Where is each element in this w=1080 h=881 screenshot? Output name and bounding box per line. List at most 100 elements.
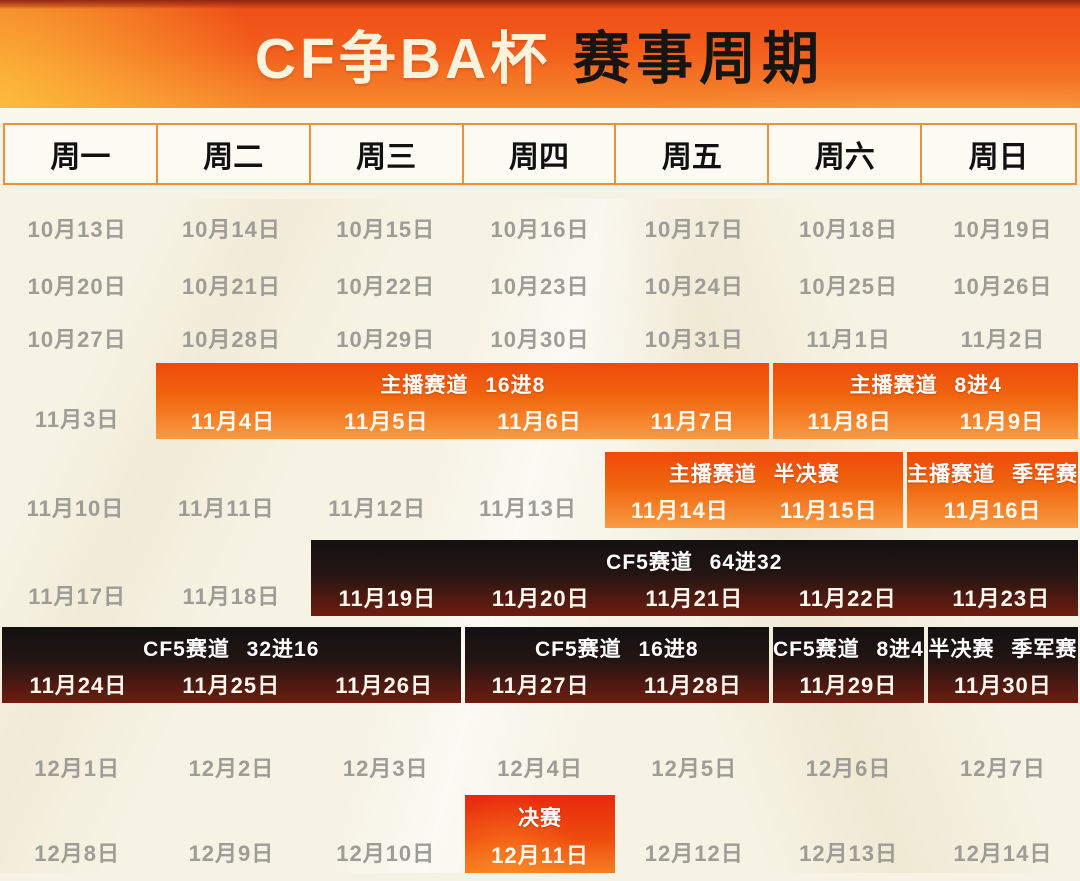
calendar-day: 12月11日 [491, 843, 589, 868]
calendar-week-row: 10月20日 10月21日 10月22日 10月23日 10月24日 10月25日 10月2… [0, 256, 1080, 313]
calendar-day: 12月5日 [617, 739, 771, 795]
calendar-day-label: 10月23日 [490, 273, 590, 299]
calendar-day: 10月29日 [309, 313, 463, 363]
page-header: CF争BA杯 赛事周期 [0, 0, 1080, 108]
calendar-day: 12月1日 [0, 739, 154, 795]
calendar-day-label: 12月8日 [34, 841, 120, 866]
weekday-header-cell: 周四 [464, 125, 617, 183]
stage-band-label: CF5赛道 64进32 [606, 551, 783, 574]
calendar-day: 10月20日 [0, 256, 154, 313]
stage-band: CF5赛道 32进16 11月24日 11月25日 11月26日 [2, 627, 461, 703]
calendar-day-label: 12月7日 [959, 756, 1046, 781]
calendar-day: 11月29日 [799, 673, 898, 698]
calendar-day-label: 12月3日 [342, 756, 429, 781]
stage-band-dates: 11月24日 11月25日 11月26日 [2, 665, 461, 703]
calendar-day: 12月8日 [0, 795, 154, 873]
calendar-day: 11月13日 [453, 452, 604, 528]
weekday-header-cell: 周六 [769, 125, 923, 183]
calendar-day-label: 10月18日 [799, 216, 899, 242]
calendar-day-label: 10月14日 [181, 216, 281, 242]
calendar-day: 11月22日 [798, 586, 897, 611]
calendar-day-label: 12月10日 [336, 841, 436, 866]
calendar-day: 12月2日 [154, 739, 308, 795]
calendar-day-label: 12月2日 [188, 756, 275, 781]
calendar-day: 11月18日 [154, 540, 308, 616]
calendar-day: 11月3日 [0, 363, 154, 439]
header-divider-strip [0, 108, 1080, 123]
calendar-day-label: 11月11日 [178, 496, 275, 521]
calendar-day-label: 11月18日 [182, 584, 281, 609]
stage-band: 半决赛 季军赛 11月30日 [927, 627, 1078, 703]
calendar-day: 10月15日 [309, 199, 463, 256]
calendar-day: 11月4日 [190, 409, 276, 434]
calendar-day-label: 12月13日 [799, 841, 899, 866]
calendar-day: 11月9日 [959, 409, 1045, 434]
calendar-day: 10月27日 [0, 313, 154, 363]
calendar-week-row: 主播赛道 半决赛 11月14日 11月15日 主播赛道 季军赛 11月16日 11月10日… [0, 452, 1080, 528]
stage-band-dates: 11月8日 11月9日 [773, 401, 1078, 439]
calendar-day: 12月3日 [309, 739, 463, 795]
calendar-day: 10月24日 [617, 256, 771, 313]
calendar-day: 10月30日 [463, 313, 617, 363]
calendar-day-label: 10月20日 [27, 273, 127, 299]
calendar-day-label: 10月24日 [644, 273, 744, 299]
calendar-day-label: 10月19日 [953, 216, 1053, 242]
calendar-day: 11月12日 [302, 452, 453, 528]
calendar-day: 11月23日 [952, 586, 1051, 611]
calendar-day-label: 10月25日 [799, 273, 899, 299]
calendar-day-label: 12月12日 [644, 841, 744, 866]
calendar-day-label: 12月6日 [805, 756, 892, 781]
calendar-day-label: 11月13日 [479, 496, 577, 521]
stage-band-label: CF5赛道 8进4 [772, 638, 924, 661]
calendar-day-label: 10月22日 [336, 273, 436, 299]
calendar-day-label: 11月1日 [806, 327, 891, 352]
calendar-day: 12月4日 [463, 739, 617, 795]
page-title-sub: 赛事周期 [573, 27, 826, 91]
calendar-day: 11月10日 [0, 452, 151, 528]
stage-band-dates: 11月27日 11月28日 [465, 665, 769, 703]
stage-band: CF5赛道 16进8 11月27日 11月28日 [464, 627, 769, 703]
stage-band-label: 决赛 [517, 807, 562, 830]
stage-band-dates: 11月14日 11月15日 [605, 490, 903, 528]
calendar-day: 10月25日 [771, 256, 925, 313]
calendar-day: 10月21日 [154, 256, 308, 313]
stage-band-label: 主播赛道 16进8 [380, 374, 546, 397]
calendar-day-label: 11月2日 [960, 327, 1046, 352]
calendar-day: 11月19日 [338, 586, 437, 611]
calendar-day: 11月5日 [343, 409, 429, 434]
calendar-day: 10月13日 [0, 199, 154, 256]
calendar-week-row: 10月27日 10月28日 10月29日 10月30日 10月31日 11月1日 11月2日 [0, 313, 1080, 363]
weekday-header-cell: 周日 [968, 141, 1029, 174]
calendar-day: 11月17日 [0, 540, 154, 616]
calendar-day-label: 10月21日 [181, 273, 281, 299]
calendar-body: 10月13日 10月14日 10月15日 10月16日 10月17日 10月18日 10月1… [0, 199, 1080, 873]
stage-band-label: CF5赛道 16进8 [534, 638, 699, 661]
calendar-day: 10月16日 [463, 199, 617, 256]
calendar-day: 12月14日 [926, 795, 1080, 873]
calendar-day: 11月16日 [943, 498, 1042, 523]
calendar-day-label: 12月5日 [651, 756, 738, 781]
calendar-day: 11月6日 [497, 409, 582, 434]
calendar-day-label: 11月3日 [34, 407, 120, 432]
stage-band-label: 主播赛道 季军赛 [907, 463, 1078, 486]
calendar-day: 10月18日 [771, 199, 925, 256]
calendar-day-label: 12月14日 [953, 841, 1053, 866]
calendar-week-row: 主播赛道 16进8 11月4日 11月5日 11月6日 11月7日 主播赛道 8进4 11月… [0, 363, 1080, 439]
calendar-day-label: 10月27日 [27, 327, 127, 352]
calendar-day: 11月26日 [335, 673, 433, 698]
calendar-day: 11月2日 [926, 313, 1080, 363]
calendar-day-label: 12月1日 [34, 756, 120, 781]
calendar-day-label: 10月30日 [490, 327, 590, 352]
calendar-day-label: 10月17日 [644, 216, 744, 242]
calendar-day: 10月23日 [463, 256, 617, 313]
calendar-day: 12月10日 [309, 795, 463, 873]
calendar-day: 11月30日 [954, 673, 1052, 698]
calendar-day: 11月21日 [645, 586, 744, 611]
calendar-day-label: 10月13日 [27, 216, 127, 242]
calendar-day: 10月14日 [154, 199, 308, 256]
calendar-week-row: CF5赛道 64进32 11月19日 11月20日 11月21日 11月22日 11月23… [0, 540, 1080, 616]
stage-band-dates: 11月4日 11月5日 11月6日 11月7日 [156, 401, 769, 439]
stage-band-dates: 11月16日 [907, 490, 1078, 528]
stage-band: 决赛 12月11日 [464, 795, 616, 873]
